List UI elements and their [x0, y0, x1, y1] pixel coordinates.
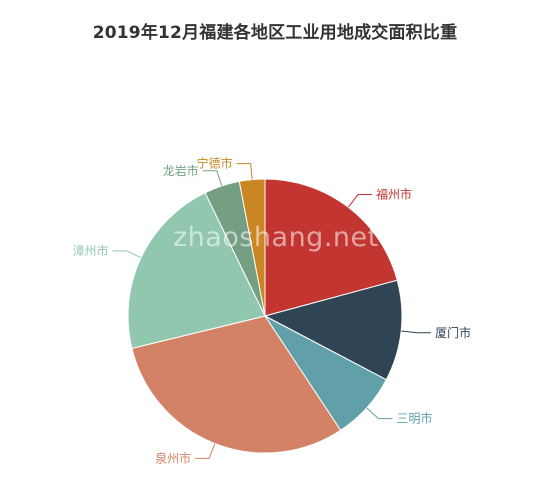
- label-line: [112, 250, 142, 259]
- pie-slice[interactable]: [238, 178, 266, 317]
- slice-label: 漳州市: [73, 243, 109, 258]
- slice-label: 福州市: [376, 187, 412, 202]
- label-line: [347, 194, 373, 208]
- label-line: [401, 330, 432, 334]
- pie-slice[interactable]: [263, 279, 403, 381]
- label-line: [195, 443, 216, 459]
- pie-slice[interactable]: [131, 315, 342, 454]
- label-line: [366, 407, 393, 420]
- slice-label: 泉州市: [155, 450, 191, 465]
- slice-label: 三明市: [396, 411, 432, 426]
- slice-label: 宁德市: [197, 156, 233, 171]
- slice-label: 厦门市: [435, 325, 471, 340]
- slice-label: 龙岩市: [163, 163, 199, 178]
- chart-title: 2019年12月福建各地区工业用地成交面积比重: [92, 23, 458, 43]
- label-line: [236, 163, 253, 180]
- label-line: [202, 170, 223, 187]
- pie-slice[interactable]: [264, 178, 398, 317]
